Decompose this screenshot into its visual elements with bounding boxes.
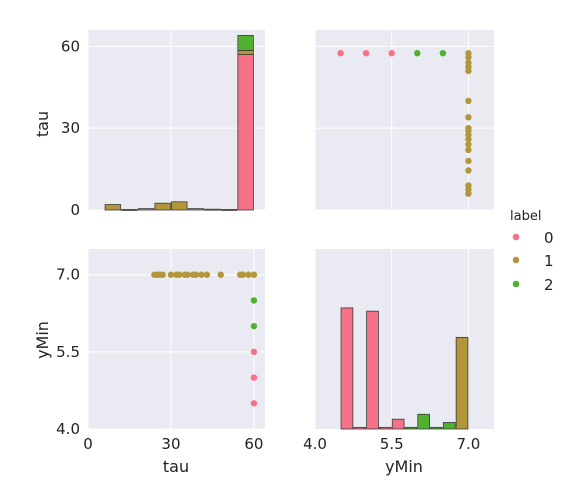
scatter-point: [465, 135, 472, 143]
histogram-bar: [455, 336, 469, 430]
scatter-point: [176, 271, 183, 278]
legend-label-0: 0: [544, 229, 554, 247]
scatter-point: [192, 271, 200, 278]
scatter-point: [239, 271, 247, 278]
histogram-bar: [379, 426, 392, 430]
scatter-point: [465, 190, 472, 197]
histogram-bar: [220, 209, 238, 211]
scatter-point: [250, 271, 258, 278]
histogram-bar: [237, 35, 254, 51]
y-tick-label: 60: [61, 37, 80, 55]
histogram-bar: [171, 201, 188, 211]
scatter-point: [465, 97, 472, 105]
y-axis-label-ymin: yMin: [33, 321, 52, 359]
histogram-bar: [237, 50, 254, 55]
legend-marker-2: [512, 280, 520, 288]
scatter-point: [465, 146, 472, 154]
histogram-bar: [137, 208, 155, 211]
legend-label-2: 2: [544, 276, 554, 294]
scatter-point: [184, 271, 191, 278]
histogram-bar: [237, 54, 254, 211]
scatter-point: [250, 297, 258, 304]
x-tick-label: 0: [83, 435, 93, 453]
x-tick-label: 5.5: [380, 435, 404, 453]
histogram-bar: [104, 204, 122, 211]
scatter-point: [250, 322, 258, 330]
legend-marker-1: [512, 256, 520, 264]
ymin-histogram-panel: 4.0 5.5 7.0: [303, 249, 494, 453]
x-tick-label: 30: [161, 435, 180, 453]
histogram-bar: [187, 208, 205, 211]
scatter-point: [198, 271, 205, 278]
ymin-vs-tau-scatter-panel: 4.0 5.5 7.0 0 30 60: [56, 249, 265, 453]
scatter-point: [388, 49, 395, 57]
legend-title: label: [510, 209, 541, 224]
scatter-point: [465, 114, 472, 121]
tau-vs-ymin-scatter-panel: [314, 30, 494, 211]
scatter-point: [362, 49, 370, 57]
plot-area-background: [315, 30, 494, 210]
scatter-point: [465, 141, 472, 148]
plot-area-background: [88, 30, 265, 210]
y-tick-label: 7.0: [56, 266, 80, 284]
x-tick-label: 4.0: [303, 435, 327, 453]
y-tick-label: 30: [61, 119, 80, 137]
y-tick-label: 4.0: [56, 420, 80, 438]
histogram-bar: [417, 413, 430, 430]
scatter-point: [250, 348, 258, 356]
legend-label-1: 1: [544, 252, 554, 270]
histogram-bar: [154, 202, 171, 211]
y-tick-label: 5.5: [56, 343, 80, 361]
scatter-point: [217, 271, 224, 278]
histogram-bar: [430, 426, 443, 430]
scatter-point: [245, 271, 252, 278]
scatter-point: [439, 49, 447, 57]
legend: label 0 1 2: [510, 209, 554, 294]
scatter-point: [465, 67, 472, 75]
histogram-bar: [121, 209, 138, 211]
legend-marker-0: [512, 233, 520, 241]
tau-histogram-panel: 0 30 60: [61, 30, 265, 219]
histogram-bar: [204, 208, 221, 211]
x-tick-label: 60: [244, 435, 263, 453]
histogram-bar: [391, 418, 405, 430]
scatter-point: [465, 54, 472, 61]
scatter-point: [465, 167, 472, 174]
scatter-point: [203, 271, 211, 278]
x-axis-label-tau: tau: [163, 457, 189, 476]
scatter-point: [159, 271, 166, 278]
scatter-point: [465, 157, 472, 165]
histogram-bar: [404, 426, 418, 430]
scatter-point: [337, 49, 344, 57]
y-axis-label-tau: tau: [33, 111, 52, 137]
histogram-bar: [366, 310, 379, 430]
histogram-bar: [442, 422, 456, 430]
scatter-point: [414, 49, 421, 57]
y-tick-label: 0: [70, 201, 80, 219]
x-axis-label-ymin: yMin: [385, 457, 423, 476]
histogram-bar: [340, 307, 354, 430]
histogram-bar: [353, 426, 367, 430]
scatter-point: [167, 271, 175, 278]
x-tick-label: 7.0: [456, 435, 480, 453]
plot-area-background: [88, 249, 265, 429]
scatter-point: [250, 400, 258, 407]
scatter-point: [250, 374, 258, 381]
